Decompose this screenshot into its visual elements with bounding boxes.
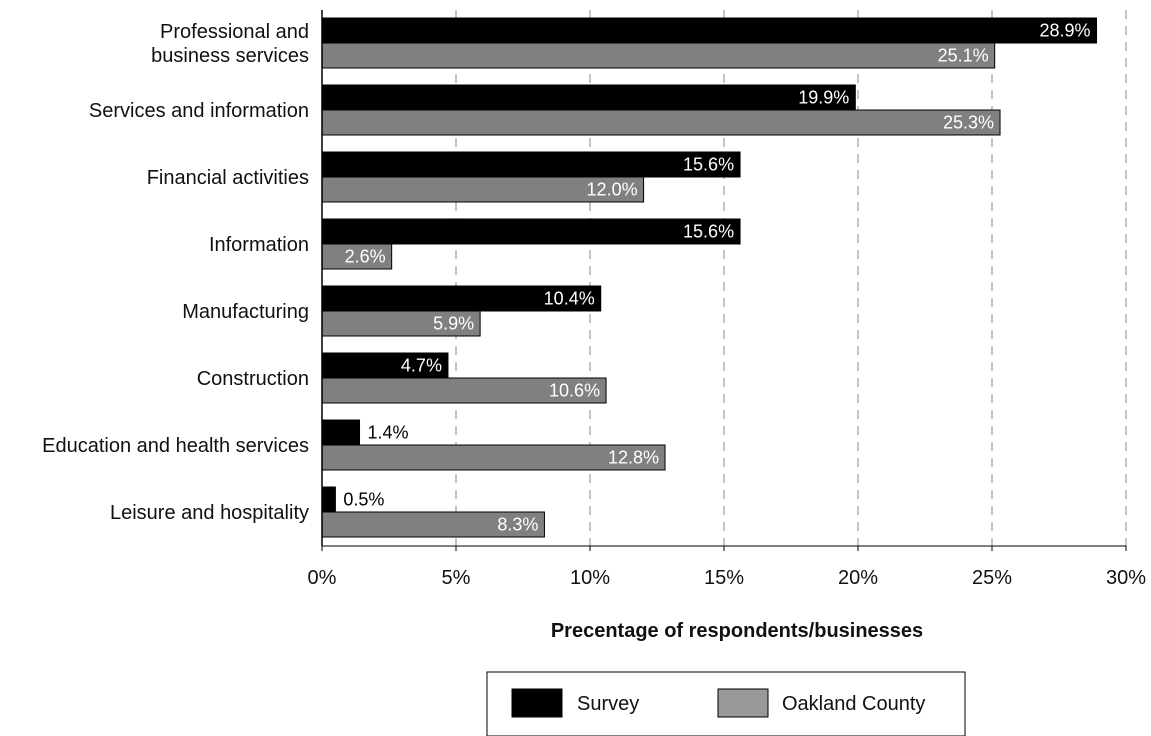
x-tick-label: 20% bbox=[838, 567, 878, 589]
x-tick-label: 10% bbox=[570, 567, 610, 589]
legend-label-oakland-county: Oakland County bbox=[782, 693, 925, 715]
x-tick-label: 0% bbox=[308, 567, 337, 589]
x-axis-title: Precentage of respondents/businesses bbox=[551, 620, 923, 642]
bar-oakland-county bbox=[321, 109, 1001, 136]
bar-survey bbox=[321, 17, 1098, 44]
x-tick-label: 30% bbox=[1106, 567, 1146, 589]
bar-survey bbox=[321, 285, 602, 312]
bar-oakland-county bbox=[321, 243, 393, 270]
bars bbox=[321, 17, 1098, 538]
value-label-oakland-county: 12.0% bbox=[587, 180, 638, 200]
value-label-survey: 19.9% bbox=[798, 88, 849, 108]
bar-survey bbox=[321, 84, 856, 111]
bar-oakland-county bbox=[321, 444, 666, 471]
bar-oakland-county bbox=[321, 176, 645, 203]
value-label-oakland-county: 25.3% bbox=[943, 113, 994, 133]
value-label-survey: 0.5% bbox=[343, 490, 384, 510]
value-label-oakland-county: 2.6% bbox=[345, 247, 386, 267]
category-label: Financial activities bbox=[147, 167, 309, 189]
bar-oakland-county bbox=[321, 42, 996, 69]
value-label-oakland-county: 10.6% bbox=[549, 381, 600, 401]
category-label: Professional and business services bbox=[151, 21, 309, 67]
value-label-survey: 1.4% bbox=[368, 423, 409, 443]
value-label-survey: 15.6% bbox=[683, 222, 734, 242]
bar-survey bbox=[321, 486, 336, 513]
value-label-oakland-county: 25.1% bbox=[938, 46, 989, 66]
legend-swatch-oakland-county bbox=[717, 688, 769, 718]
bar-survey bbox=[321, 151, 741, 178]
bar-survey bbox=[321, 218, 741, 245]
category-label: Construction bbox=[197, 368, 309, 390]
value-label-survey: 28.9% bbox=[1039, 21, 1090, 41]
category-label: Information bbox=[209, 234, 309, 256]
value-label-survey: 15.6% bbox=[683, 155, 734, 175]
x-tick-label: 5% bbox=[442, 567, 471, 589]
value-label-oakland-county: 8.3% bbox=[497, 515, 538, 535]
axes bbox=[321, 10, 1127, 551]
legend: Survey Oakland County bbox=[486, 671, 966, 736]
category-label: Services and information bbox=[89, 100, 309, 122]
value-label-survey: 4.7% bbox=[401, 356, 442, 376]
labels: 0% 5% 10% 15% 20% 25% 30% 28.9% 25.1% Professiona… bbox=[42, 21, 1146, 590]
value-label-survey: 10.4% bbox=[544, 289, 595, 309]
x-tick-label: 15% bbox=[704, 567, 744, 589]
category-label: Manufacturing bbox=[182, 301, 309, 323]
value-label-oakland-county: 12.8% bbox=[608, 448, 659, 468]
bar-survey bbox=[321, 419, 361, 446]
x-tick-label: 25% bbox=[972, 567, 1012, 589]
bar-oakland-county bbox=[321, 310, 481, 337]
category-label: Leisure and hospitality bbox=[110, 502, 309, 524]
legend-label-survey: Survey bbox=[577, 693, 639, 715]
category-label: Education and health services bbox=[42, 435, 309, 457]
value-label-oakland-county: 5.9% bbox=[433, 314, 474, 334]
legend-swatch-survey bbox=[511, 688, 563, 718]
